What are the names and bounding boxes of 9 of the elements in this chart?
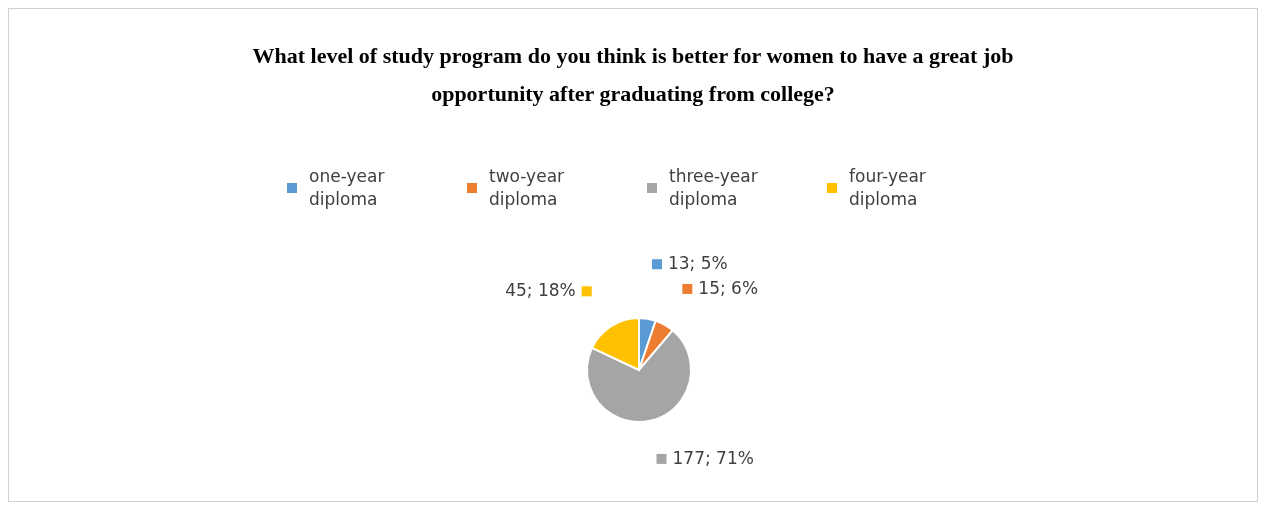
legend-label: three-year diploma — [669, 165, 759, 211]
data-label: 15; 6% — [698, 277, 759, 298]
data-label: 45; 18% — [505, 280, 576, 301]
data-label: 177; 71% — [672, 447, 754, 468]
legend-label: four-year diploma — [849, 165, 927, 211]
legend-label: one-year diploma — [309, 165, 386, 211]
data-label: 13; 5% — [667, 253, 728, 274]
chart-title: What level of study program do you think is better for women to have a great job opportunity after graduating from college? — [251, 42, 1015, 108]
legend-label: two-year diploma — [489, 165, 566, 211]
